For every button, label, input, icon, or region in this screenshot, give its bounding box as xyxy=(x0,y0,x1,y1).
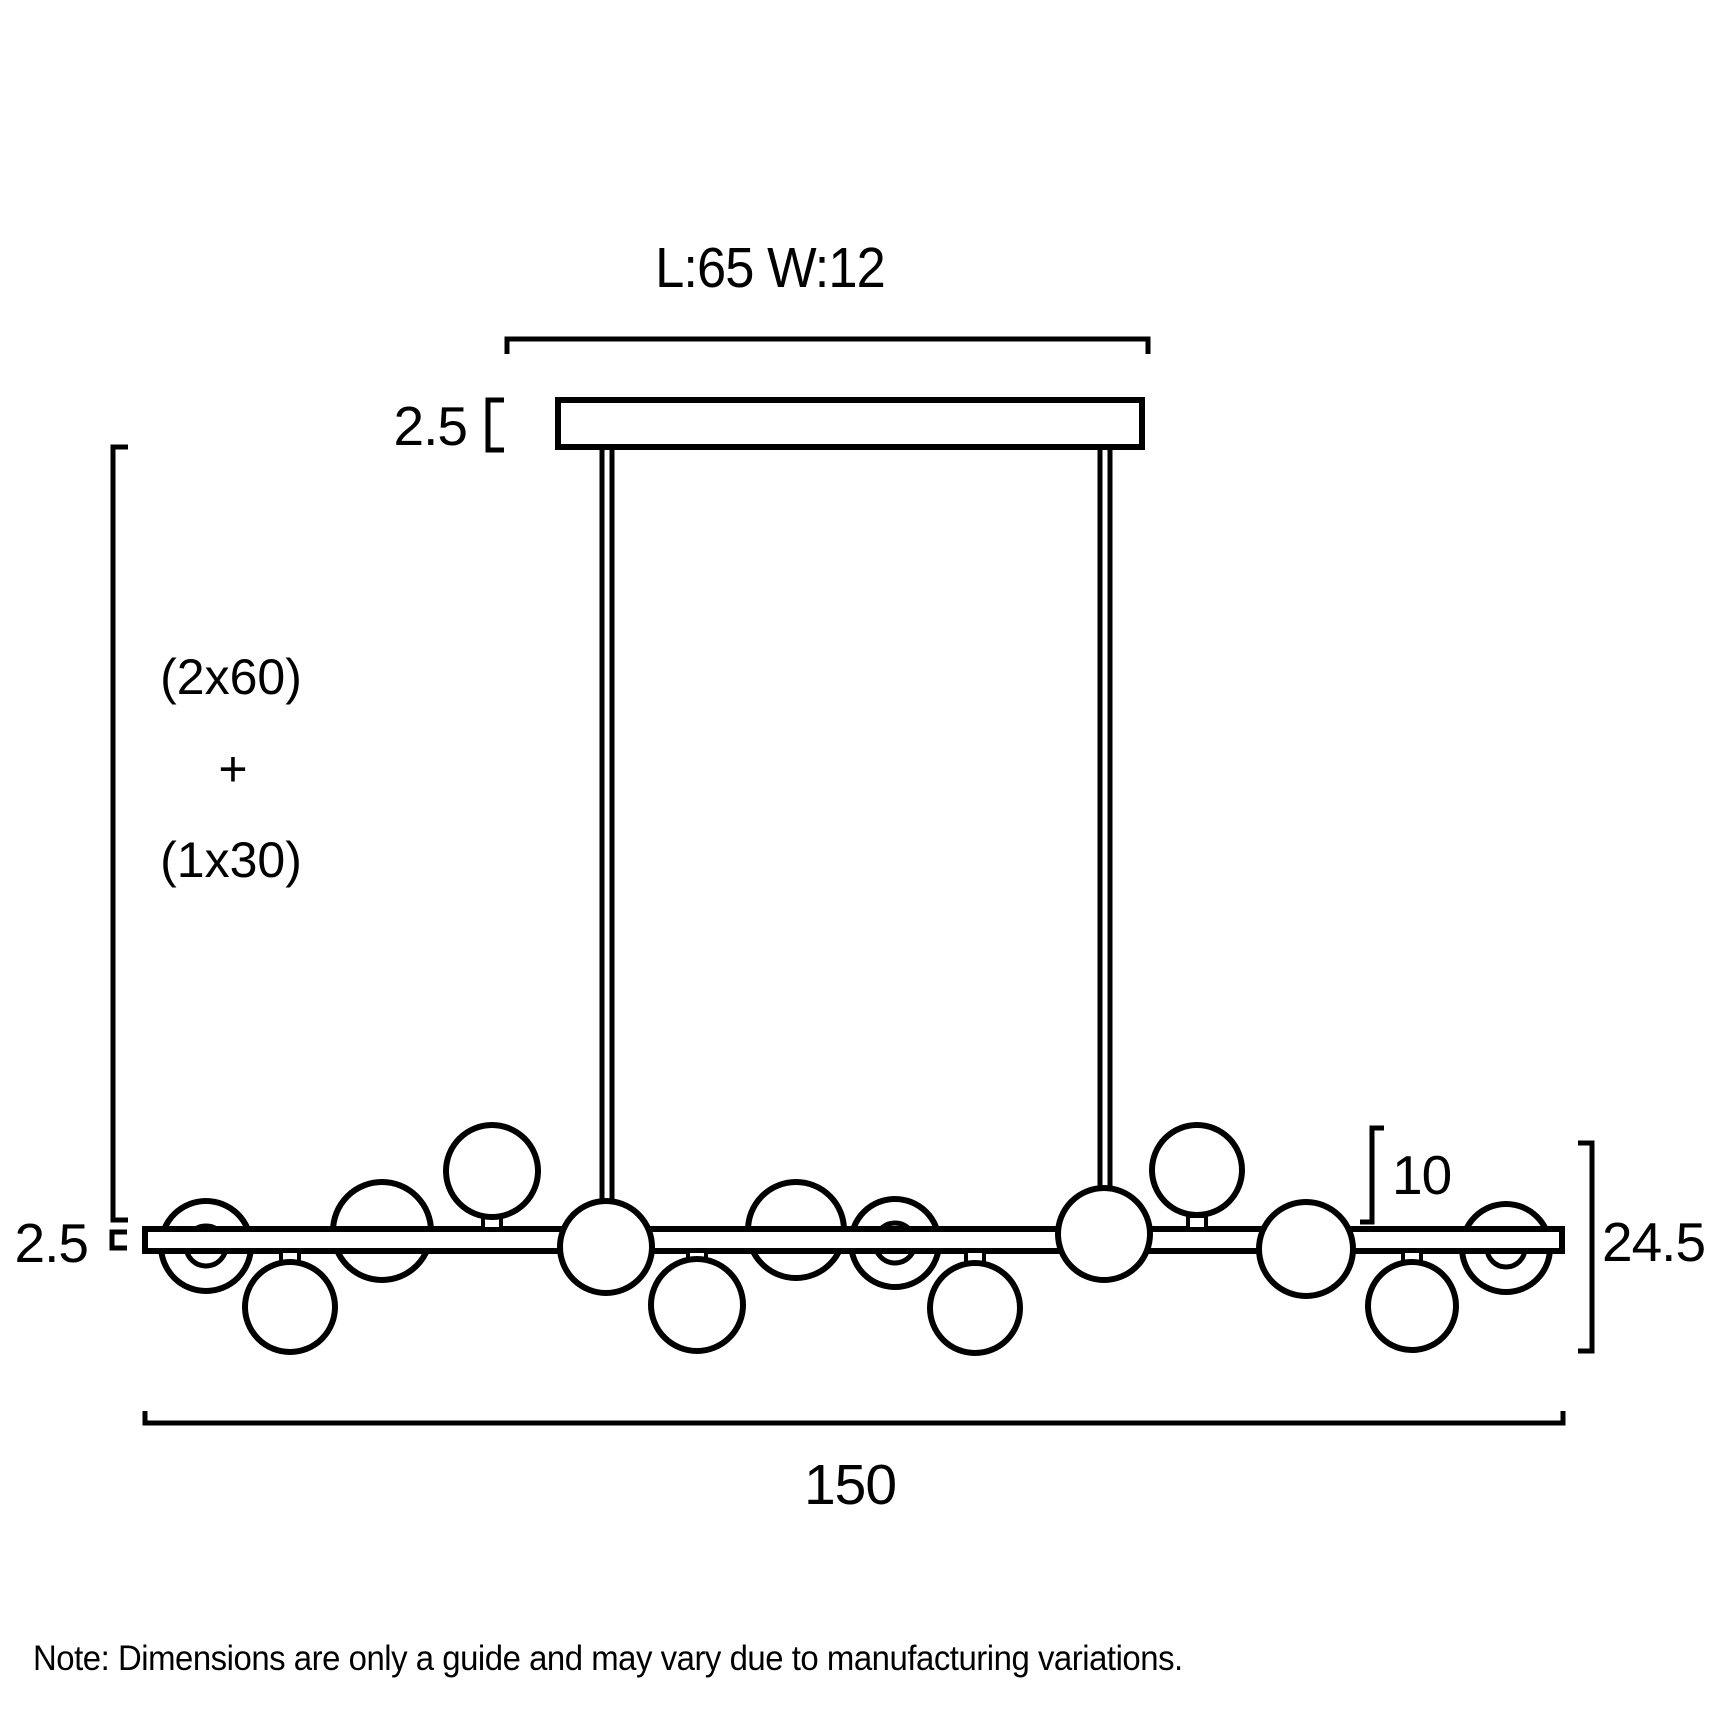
canopy-size-label: L:65 W:12 xyxy=(655,236,886,300)
dimension-bracket-globe-size xyxy=(1360,1125,1384,1225)
bar-thickness-label: 2.5 xyxy=(14,1212,89,1274)
dimension-bracket-bar-thickness xyxy=(109,1229,127,1251)
globe-below-3 xyxy=(927,1260,1023,1356)
fixture-height-label: 24.5 xyxy=(1602,1211,1706,1273)
disclaimer-note: Note: Dimensions are only a guide and ma… xyxy=(33,1639,1183,1678)
overall-length-label: 150 xyxy=(803,1453,897,1517)
globe-below-2 xyxy=(648,1256,746,1354)
globe-below-4 xyxy=(1365,1259,1459,1353)
globe-on-bar-right xyxy=(1256,1199,1356,1299)
dimension-bracket-overall-length xyxy=(142,1411,1566,1426)
globe-size-label: 10 xyxy=(1392,1144,1452,1206)
drop-length-label-line2: + xyxy=(218,741,248,797)
dimension-line-drop-height xyxy=(110,444,128,1223)
dimension-bracket-canopy-thickness xyxy=(485,397,504,453)
globe-below-1 xyxy=(242,1259,338,1355)
globe-above-right xyxy=(1149,1122,1245,1218)
globe-at-right-rod xyxy=(1055,1185,1153,1283)
drop-length-label-line1: (2x60) xyxy=(160,649,302,705)
canopy-thickness-label: 2.5 xyxy=(393,395,468,457)
dimension-bracket-fixture-height xyxy=(1578,1140,1595,1354)
drop-length-label-line3: (1x30) xyxy=(160,832,302,888)
ceiling-canopy xyxy=(555,397,1145,450)
globe-above-left xyxy=(443,1122,541,1220)
globe-at-left-rod xyxy=(557,1198,655,1296)
dimension-bracket-canopy-length xyxy=(504,336,1151,354)
support-bar xyxy=(142,1226,1565,1254)
